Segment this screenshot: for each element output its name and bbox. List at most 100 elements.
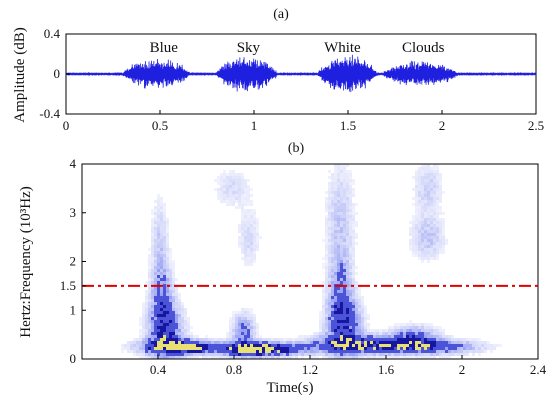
spectrogram-cell: [337, 191, 340, 194]
spectrogram-cell: [415, 254, 418, 257]
spectrogram-cell: [349, 188, 352, 191]
spectrogram-cell: [292, 347, 295, 350]
spectrogram-cell: [148, 341, 151, 344]
spectrogram-cell: [430, 191, 433, 194]
spectrogram-cell: [148, 284, 151, 287]
spectrogram-cell: [466, 341, 469, 344]
spectrogram-cell: [436, 170, 439, 173]
spectrogram-cell: [232, 176, 235, 179]
spectrogram-cell: [265, 338, 268, 341]
spectrogram-cell: [439, 242, 442, 245]
spectrogram-cell: [424, 224, 427, 227]
spectrogram-cell: [151, 341, 154, 344]
spectrogram-cell: [340, 254, 343, 257]
spectrogram-cell: [364, 308, 367, 311]
spectrogram-cell: [157, 293, 160, 296]
spectrogram-cell: [331, 215, 334, 218]
spectrogram-cell: [160, 245, 163, 248]
spectrogram-cell: [328, 323, 331, 326]
spectrogram-cell: [331, 233, 334, 236]
spectrogram-cell: [241, 257, 244, 260]
spectrogram-cell: [178, 347, 181, 350]
spectrogram-cell: [427, 227, 430, 230]
spectrogram-cell: [424, 257, 427, 260]
spectrogram-cell: [148, 338, 151, 341]
spectrogram-cell: [334, 212, 337, 215]
spectrogram-cell: [244, 245, 247, 248]
spectrogram-cell: [148, 266, 151, 269]
spectrogram-cell: [328, 287, 331, 290]
spectrogram-cell: [250, 353, 253, 356]
spectrogram-cell: [184, 326, 187, 329]
spectrogram-cell: [178, 338, 181, 341]
spectrogram-cell: [226, 188, 229, 191]
spectrogram-cell: [367, 353, 370, 356]
spectrogram-cell: [433, 203, 436, 206]
spectrogram-cell: [337, 308, 340, 311]
spectrogram-cell: [157, 347, 160, 350]
spectrogram-cell: [424, 209, 427, 212]
spectrogram-cell: [247, 227, 250, 230]
spectrogram-cell: [175, 317, 178, 320]
spectrogram-cell: [349, 344, 352, 347]
spectrogram-cell: [346, 173, 349, 176]
spectrogram-cell: [340, 182, 343, 185]
spectrogram-cell: [391, 344, 394, 347]
spectrogram-cell: [166, 329, 169, 332]
spectrogram-cell: [436, 257, 439, 260]
spectrogram-cell: [427, 179, 430, 182]
spectrogram-cell: [166, 347, 169, 350]
spectrogram-cell: [355, 317, 358, 320]
spectrogram-cell: [430, 323, 433, 326]
spectrogram-cell: [178, 299, 181, 302]
spectrogram-cell: [337, 176, 340, 179]
spectrogram-cell: [256, 353, 259, 356]
spectrogram-cell: [199, 344, 202, 347]
spectrogram-cell: [178, 353, 181, 356]
spectrogram-cell: [226, 332, 229, 335]
spectrogram-cell: [340, 350, 343, 353]
spectrogram-cell: [448, 347, 451, 350]
spectrogram-cell: [415, 209, 418, 212]
spectrogram-cell: [331, 254, 334, 257]
spectrogram-cell: [229, 326, 232, 329]
spectrogram-cell: [460, 347, 463, 350]
spectrogram-cell: [331, 347, 334, 350]
spectrogram-cell: [328, 326, 331, 329]
spectrogram-cell: [163, 344, 166, 347]
spectrogram-cell: [337, 338, 340, 341]
spectrogram-cell: [367, 338, 370, 341]
spectrogram-cell: [142, 344, 145, 347]
spectrogram-cell: [316, 341, 319, 344]
spectrogram-cell: [331, 299, 334, 302]
spectrogram-cell: [169, 275, 172, 278]
spectrogram-cell: [205, 344, 208, 347]
spectrogram-cell: [427, 350, 430, 353]
spectrogram-cell: [148, 254, 151, 257]
spectrogram-cell: [334, 215, 337, 218]
spectrogram-cell: [424, 173, 427, 176]
spectrogram-cell: [187, 347, 190, 350]
spectrogram-cell: [241, 191, 244, 194]
spectrogram-cell: [298, 341, 301, 344]
spectrogram-cell: [361, 317, 364, 320]
spectrogram-cell: [202, 356, 205, 359]
spectrogram-cell: [310, 338, 313, 341]
spectrogram-cell: [253, 230, 256, 233]
spectrogram-cell: [175, 290, 178, 293]
spectrogram-cell: [415, 218, 418, 221]
spectrogram-cell: [439, 200, 442, 203]
spectrogram-cell: [244, 347, 247, 350]
spectrogram-cell: [154, 218, 157, 221]
spectrogram-cell: [427, 191, 430, 194]
spectrogram-cell: [256, 332, 259, 335]
spectrogram-cell: [349, 230, 352, 233]
spectrogram-cell: [256, 326, 259, 329]
spectrogram-cell: [286, 350, 289, 353]
spectrogram-cell: [424, 203, 427, 206]
spectrogram-cell: [400, 347, 403, 350]
spectrogram-cell: [166, 236, 169, 239]
spectrogram-cell: [421, 329, 424, 332]
spectrogram-cell: [469, 338, 472, 341]
spectrogram-cell: [232, 203, 235, 206]
